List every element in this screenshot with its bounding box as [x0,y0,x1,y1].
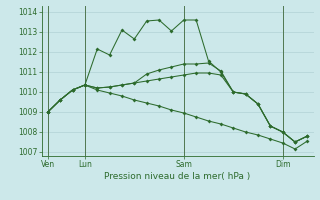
X-axis label: Pression niveau de la mer( hPa ): Pression niveau de la mer( hPa ) [104,172,251,181]
